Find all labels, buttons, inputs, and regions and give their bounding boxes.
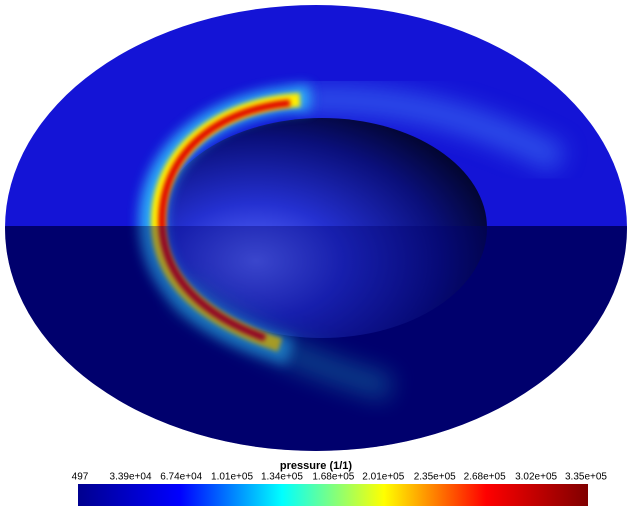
lower-shade bbox=[0, 226, 631, 456]
colorbar-tick-label: 3.39e+04 bbox=[110, 472, 152, 483]
colorbar-tick-label: 2.68e+05 bbox=[464, 472, 506, 483]
colorbar-tick-label: 2.35e+05 bbox=[414, 472, 456, 483]
page: pressure (1/1) 497 3.39e+04 6.74e+04 1.01e+… bbox=[0, 0, 631, 506]
colorbar-tick-label: 1.34e+05 bbox=[261, 472, 303, 483]
domain bbox=[0, 0, 631, 456]
visualization: pressure (1/1) 497 3.39e+04 6.74e+04 1.01e+… bbox=[0, 0, 631, 506]
colorbar-tick-label: 1.68e+05 bbox=[312, 472, 354, 483]
colorbar-tick-label: 497 bbox=[72, 472, 89, 483]
colorbar-tick-label: 3.02e+05 bbox=[515, 472, 557, 483]
colorbar-tick-label: 3.35e+05 bbox=[565, 472, 607, 483]
colorbar-tick-label: 1.01e+05 bbox=[211, 472, 253, 483]
colorbar-tick-label: 6.74e+04 bbox=[160, 472, 202, 483]
colorbar-tick-label: 2.01e+05 bbox=[362, 472, 404, 483]
colorbar bbox=[78, 484, 588, 506]
colorbar-title: pressure (1/1) bbox=[280, 460, 352, 472]
